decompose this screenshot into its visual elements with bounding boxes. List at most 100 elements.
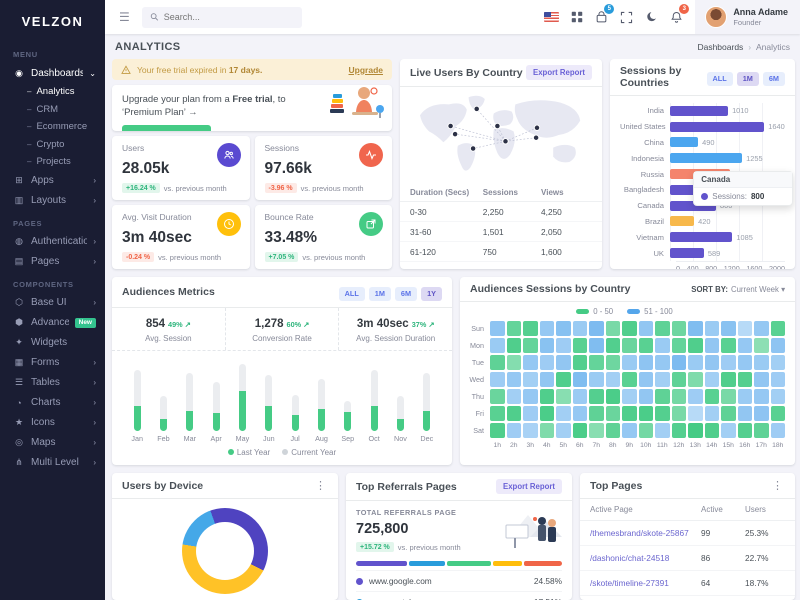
heatmap-cell — [655, 355, 670, 370]
brand-logo[interactable]: VELZON — [21, 13, 84, 29]
world-map[interactable] — [400, 87, 602, 183]
bar-label: Indonesia — [631, 153, 664, 163]
table-row: 31-60 1,501 2,050 — [400, 222, 602, 242]
bar-track: 420 — [670, 213, 785, 230]
filter-chip-6m[interactable]: 6M — [394, 286, 418, 301]
user-menu[interactable]: Anna Adame Founder — [695, 0, 800, 34]
heatmap-cell — [754, 406, 769, 421]
sidebar-item-icons[interactable]: ★ Icons › — [0, 413, 105, 433]
month-label: Nov — [394, 434, 407, 443]
filter-chip-1m[interactable]: 1M — [736, 71, 759, 86]
sidebar-item-label: Base UI — [31, 297, 67, 308]
cart-button[interactable]: 5 — [589, 0, 615, 34]
heatmap-cell — [622, 372, 637, 387]
heatmap-cell — [770, 389, 785, 404]
hour-label: 8h — [608, 442, 617, 449]
sidebar-subitem-projects[interactable]: Projects — [0, 153, 105, 171]
device-donut-chart[interactable] — [182, 508, 268, 594]
metric-delta: 37% ↗ — [411, 320, 435, 329]
filter-chip-1y[interactable]: 1Y — [421, 286, 442, 301]
breadcrumb-dashboards[interactable]: Dashboards — [697, 42, 744, 52]
tooltip-title: Canada — [694, 171, 793, 188]
sidebar-item-layouts[interactable]: ▥ Layouts › — [0, 191, 105, 211]
page-link[interactable]: /themesbrand/skote-25867 — [590, 528, 689, 538]
heatmap-cell — [737, 406, 752, 421]
upgrade-account-button[interactable]: Upgrade Account! — [122, 124, 212, 131]
heatmap-cell — [539, 423, 554, 438]
sidebar-item-advance-ui[interactable]: ⬢ Advance UI New — [0, 313, 105, 333]
heatmap-cell — [638, 423, 653, 438]
stat-card-bounce-rate: Bounce Rate 33.48% +7.05 % vs. previous mon… — [254, 205, 392, 269]
more-menu-icon[interactable]: ⋮ — [772, 480, 783, 492]
heatmap-cell — [523, 338, 538, 353]
card-title: Top Referrals Pages — [356, 480, 457, 493]
heatmap-cell — [754, 338, 769, 353]
stacked-bar-chart[interactable]: Jan Feb Mar Apr May Jun Jul Aug Sep Oct Nov Dec — [112, 351, 452, 443]
chart-legend: Last Year Current Year — [112, 443, 452, 463]
table-row: /themesbrand/skote-25867 99 25.3% — [580, 521, 795, 546]
sidebar-subitem-crypto[interactable]: Crypto — [0, 136, 105, 154]
apps-grid-button[interactable] — [564, 0, 589, 34]
fullscreen-button[interactable] — [614, 0, 639, 34]
metric-value: 854 — [145, 318, 166, 330]
export-report-button[interactable]: Export Report — [496, 479, 562, 494]
progress-segment — [447, 561, 491, 566]
sidebar-item-forms[interactable]: ▦ Forms › — [0, 353, 105, 373]
left-column: Your free trial expired in 17 days. Upgr… — [112, 59, 392, 269]
upgrade-link[interactable]: Upgrade — [348, 64, 383, 75]
dark-mode-button[interactable] — [639, 0, 664, 34]
sidebar-item-pages[interactable]: ▤ Pages › — [0, 252, 105, 272]
filter-chip-1m[interactable]: 1M — [368, 286, 391, 301]
current-year-bar — [370, 369, 378, 406]
heatmap-cell — [688, 389, 703, 404]
filter-chip-6m[interactable]: 6M — [762, 71, 785, 86]
filter-chip-all[interactable]: ALL — [338, 286, 365, 301]
hour-label: 10h — [640, 442, 652, 449]
legend-item: 51 - 100 — [627, 307, 673, 316]
day-label: Fri — [475, 409, 484, 418]
sidebar-item-apps[interactable]: ⊞ Apps › — [0, 171, 105, 191]
card-title: Audiences Metrics — [122, 286, 215, 298]
legend-dot — [282, 449, 289, 455]
heatmap-grid[interactable]: Sun Mon Tue Wed Thu Fri Sat 1h 2h 3h 4h 5h 6h 7h 8h 9h 1… — [464, 321, 785, 449]
stat-card-users: Users 28.05k +16.24 % vs. previous month — [112, 136, 250, 200]
export-report-button[interactable]: Export Report — [526, 65, 592, 80]
sidebar-subitem-ecommerce[interactable]: Ecommerce — [0, 118, 105, 136]
search-box — [141, 6, 302, 28]
bar — [670, 232, 733, 243]
sidebar-item-charts[interactable]: ◔ Charts › — [0, 393, 105, 413]
hamburger-icon[interactable]: ☰ — [119, 10, 130, 24]
bar — [670, 200, 716, 211]
page-link[interactable]: /dashonic/chat-24518 — [590, 553, 670, 563]
heatmap-cell — [589, 338, 604, 353]
stacked-bar — [265, 361, 273, 431]
sidebar-item-dashboards[interactable]: ◉ Dashboards ⌄ — [0, 63, 105, 83]
sidebar-subitem-analytics[interactable]: Analytics — [0, 83, 105, 101]
heatmap-cell — [622, 355, 637, 370]
heatmap-cell — [721, 321, 736, 336]
heatmap-cell — [605, 423, 620, 438]
sort-by-dropdown[interactable]: Current Week ▾ — [730, 284, 785, 294]
sidebar-subitem-crm[interactable]: CRM — [0, 101, 105, 119]
sidebar-item-tables[interactable]: ☰ Tables › — [0, 373, 105, 393]
sessions-bar-chart[interactable]: India 1010 United States 1640 China 490 Indone… — [610, 96, 795, 269]
sidebar-item-widgets[interactable]: ✦ Widgets — [0, 333, 105, 353]
live-users-card: Live Users By Country Export Report — [400, 59, 602, 269]
more-menu-icon[interactable]: ⋮ — [315, 480, 326, 492]
heatmap-cell — [556, 423, 571, 438]
sidebar-item-maps[interactable]: ◎ Maps › — [0, 433, 105, 453]
hour-label: 12h — [673, 442, 685, 449]
sidebar-item-multi-level[interactable]: ⋔ Multi Level › — [0, 453, 105, 473]
language-flag-button[interactable] — [539, 0, 564, 34]
heatmap-cell — [655, 423, 670, 438]
sidebar-item-base-ui[interactable]: ⬡ Base UI › — [0, 293, 105, 313]
page-link[interactable]: /skote/timeline-27391 — [590, 578, 669, 588]
heatmap-cell — [671, 338, 686, 353]
sidebar-item-authentication[interactable]: ◍ Authentication › — [0, 232, 105, 252]
legend-item: Current Year — [282, 448, 336, 457]
advance-ui-icon: ⬢ — [15, 317, 23, 327]
filter-chip-all[interactable]: ALL — [706, 71, 733, 86]
heatmap-cell — [688, 406, 703, 421]
notifications-button[interactable]: 3 — [664, 0, 690, 34]
search-input[interactable] — [163, 12, 294, 22]
